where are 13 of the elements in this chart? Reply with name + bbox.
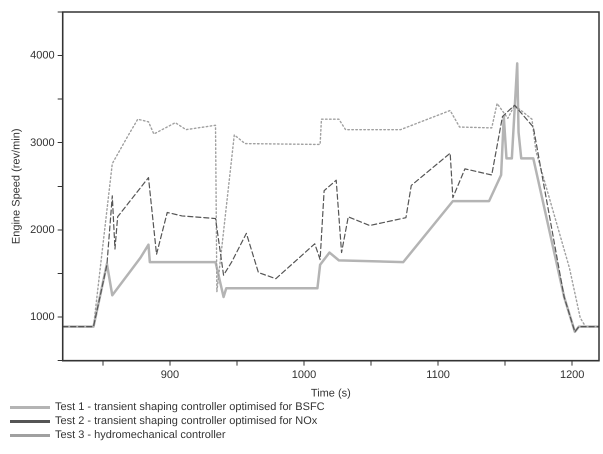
- y-tick-label: 3000: [30, 136, 55, 149]
- x-axis-title: Time (s): [310, 387, 351, 400]
- x-tick-label: 1000: [292, 369, 316, 382]
- y-tick-label: 4000: [30, 50, 55, 62]
- x-tick-label: 1200: [560, 369, 584, 382]
- y-axis-title: Engine Speed (rev/min): [10, 128, 23, 244]
- legend-label: Test 1 - transient shaping controller optimised for BSFC: [55, 401, 325, 413]
- x-tick-label: 900: [160, 369, 180, 382]
- legend-label: Test 3 - hydromechanical controller: [55, 429, 226, 441]
- x-tick-label: 1100: [426, 369, 450, 382]
- y-tick-label: 2000: [30, 224, 55, 236]
- legend-label: Test 2 - transient shaping controller optimised for NOx: [55, 415, 318, 427]
- y-tick-label: 1000: [30, 311, 55, 324]
